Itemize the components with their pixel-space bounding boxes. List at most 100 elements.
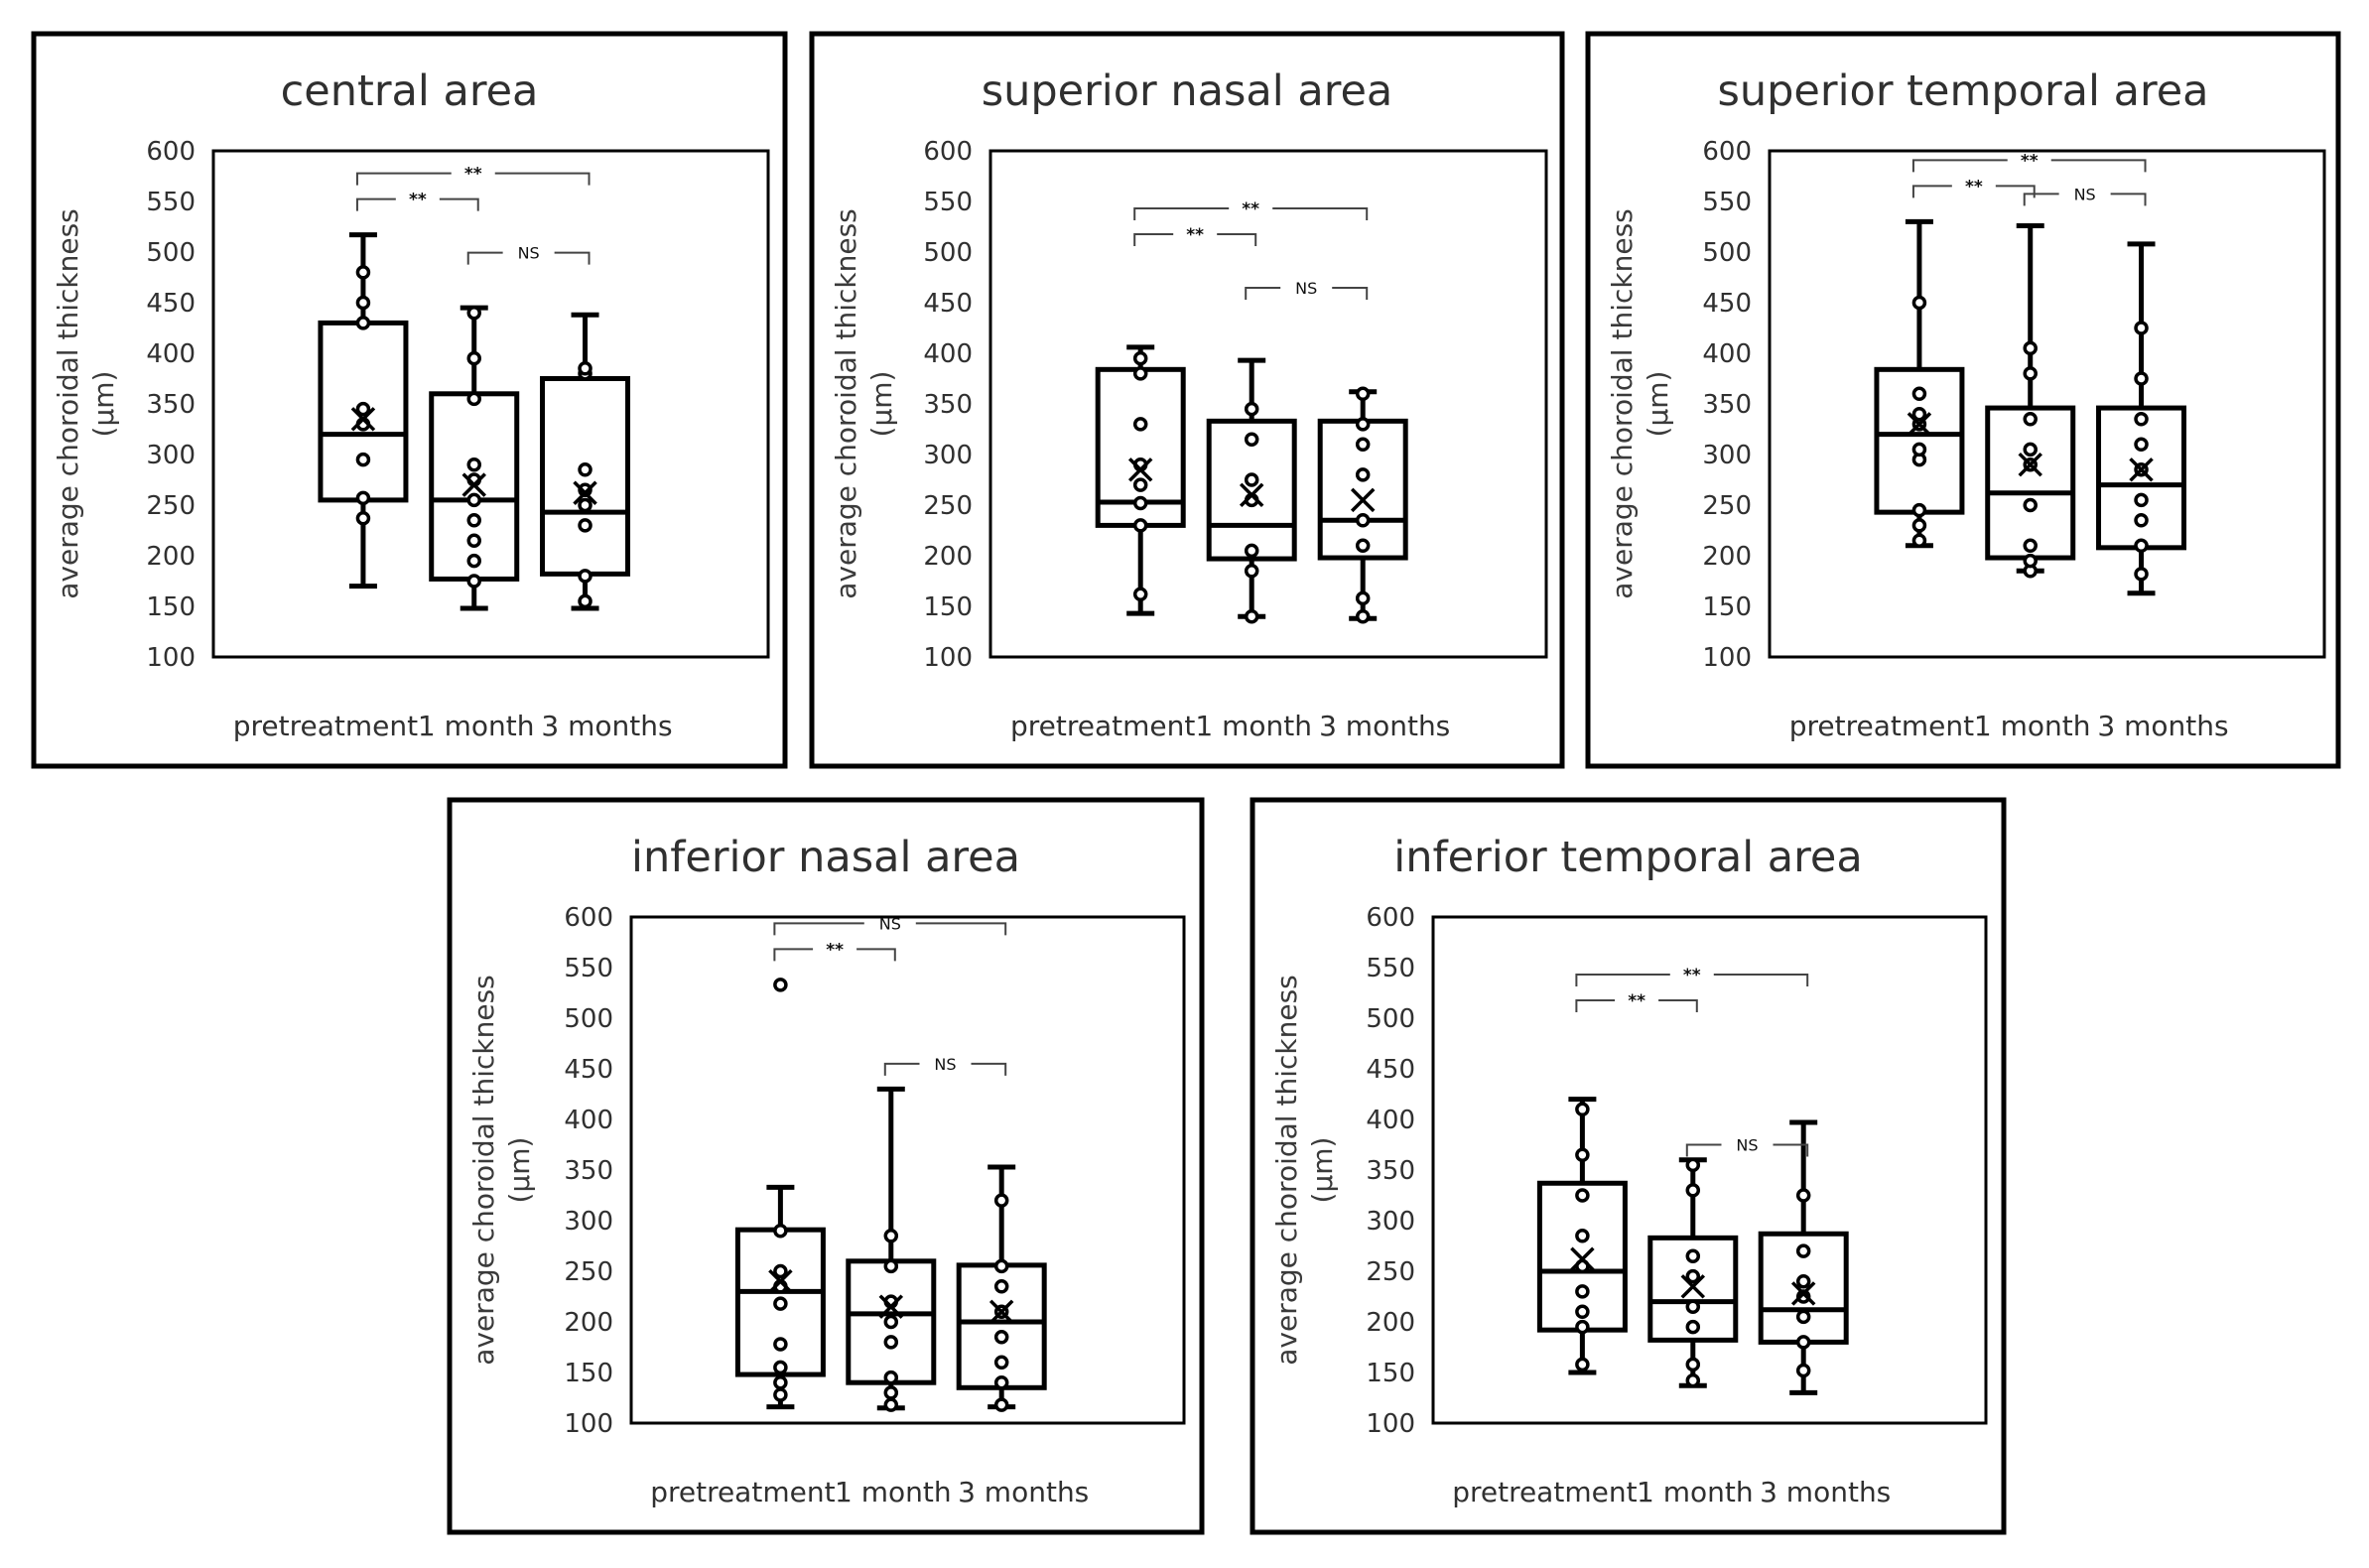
- data-point: [1244, 472, 1259, 487]
- y-tick-label: 400: [1702, 339, 1752, 369]
- box-body: [1206, 418, 1297, 562]
- data-point: [993, 1397, 1009, 1412]
- chart-title: inferior nasal area: [631, 833, 1020, 882]
- data-point: [773, 978, 788, 992]
- y-tick-label: 600: [923, 137, 973, 167]
- y-tick-label: 200: [1702, 542, 1752, 572]
- data-point: [2134, 513, 2149, 528]
- data-point: [355, 511, 371, 526]
- data-point: [466, 492, 481, 508]
- y-tick-label: 350: [1702, 390, 1752, 420]
- data-point: [1911, 386, 1927, 402]
- data-point: [773, 1223, 788, 1239]
- mean-marker: [1570, 1246, 1595, 1271]
- x-category-label: 3 months: [541, 710, 672, 742]
- data-point: [1575, 1357, 1590, 1372]
- data-point: [1132, 587, 1148, 602]
- plot-area: [988, 149, 1548, 659]
- panel-superior-nasal-area: superior nasal area 100 150 200 250 300 350 400…: [809, 31, 1565, 769]
- data-point: [2023, 340, 2038, 356]
- y-tick-label: 350: [923, 390, 973, 420]
- box-1-month: [1985, 222, 2076, 579]
- bracket-pre-vs-3m: **: [1575, 966, 1809, 986]
- y-tick-label: 350: [564, 1156, 613, 1186]
- y-tick-label: 150: [564, 1359, 613, 1388]
- box-3-months: [540, 312, 631, 611]
- y-tick-label: 450: [1702, 289, 1752, 319]
- chart-title: central area: [281, 66, 539, 116]
- y-tick-label: 100: [1702, 643, 1752, 673]
- data-point: [2134, 567, 2149, 582]
- chart-title: inferior temporal area: [1393, 833, 1862, 882]
- data-point: [1795, 1273, 1811, 1289]
- y-axis-label: average choroidal thickness (µm): [467, 975, 536, 1365]
- significance-label: NS: [2074, 185, 2096, 203]
- data-point: [466, 305, 481, 321]
- significance-label: NS: [1295, 279, 1317, 298]
- y-tick-label: 200: [146, 542, 196, 572]
- bracket-1m-vs-3m: NS: [466, 244, 591, 265]
- x-category-label: 3 months: [1760, 1476, 1891, 1508]
- data-point: [993, 1355, 1009, 1371]
- data-point: [883, 1335, 899, 1350]
- y-axis-label: average choroidal thickness (µm): [1606, 208, 1674, 598]
- data-point: [1575, 1102, 1590, 1117]
- panel-inferior-temporal-area: inferior temporal area 100 150 200 250 300 350…: [1250, 797, 2007, 1535]
- x-category-label: 3 months: [958, 1476, 1089, 1508]
- y-tick-label: 300: [146, 441, 196, 470]
- data-point: [1244, 401, 1259, 417]
- x-category-label: pretreatment: [1789, 710, 1974, 742]
- data-point: [1355, 417, 1371, 432]
- plot-area: [629, 915, 1186, 1425]
- box-3-months: [2096, 241, 2187, 596]
- mean-marker: [2129, 457, 2154, 482]
- data-point: [355, 265, 371, 280]
- data-point: [993, 1279, 1009, 1294]
- significance-label: **: [1628, 991, 1645, 1011]
- y-tick-label: 550: [1366, 954, 1415, 983]
- data-point: [883, 1258, 899, 1274]
- x-category-label: pretreatment: [1452, 1476, 1637, 1508]
- chart-title: superior nasal area: [982, 66, 1393, 116]
- mean-marker: [350, 407, 376, 432]
- data-point: [1575, 1188, 1590, 1203]
- data-point: [2023, 412, 2038, 427]
- y-tick-label: 500: [923, 238, 973, 268]
- data-point: [578, 569, 592, 584]
- y-tick-label: 250: [146, 491, 196, 521]
- mean-marker: [1680, 1274, 1706, 1299]
- data-point: [578, 497, 592, 513]
- significance-label: **: [1242, 199, 1259, 219]
- data-point: [466, 457, 481, 472]
- data-point: [2134, 538, 2149, 554]
- y-axis-label: average choroidal thickness (µm): [52, 208, 120, 598]
- significance-label: NS: [1736, 1136, 1758, 1155]
- data-point: [2023, 366, 2038, 381]
- significance-label: **: [2021, 151, 2039, 171]
- significance-label: NS: [518, 244, 540, 263]
- y-tick-label: 350: [146, 390, 196, 420]
- data-point: [1244, 432, 1259, 447]
- data-point: [883, 1370, 899, 1385]
- y-tick-label: 150: [923, 592, 973, 622]
- data-point: [1575, 1284, 1590, 1299]
- y-tick-label: 100: [1366, 1409, 1415, 1439]
- plot-area: [1431, 915, 1988, 1425]
- y-tick-label: 600: [146, 137, 196, 167]
- data-point: [1685, 1357, 1701, 1372]
- significance-label: NS: [934, 1055, 956, 1074]
- data-point: [578, 518, 592, 533]
- y-tick-label: 150: [1366, 1359, 1415, 1388]
- data-point: [1685, 1183, 1701, 1198]
- data-point: [1132, 350, 1148, 366]
- y-tick-label: 250: [1366, 1257, 1415, 1287]
- data-point: [773, 1337, 788, 1352]
- data-point: [1795, 1363, 1811, 1378]
- y-tick-label: 250: [564, 1257, 613, 1287]
- data-point: [1795, 1188, 1811, 1203]
- data-point: [883, 1385, 899, 1400]
- bracket-pre-vs-3m: **: [355, 165, 591, 186]
- data-point: [1911, 295, 1927, 311]
- y-tick-label: 200: [564, 1308, 613, 1338]
